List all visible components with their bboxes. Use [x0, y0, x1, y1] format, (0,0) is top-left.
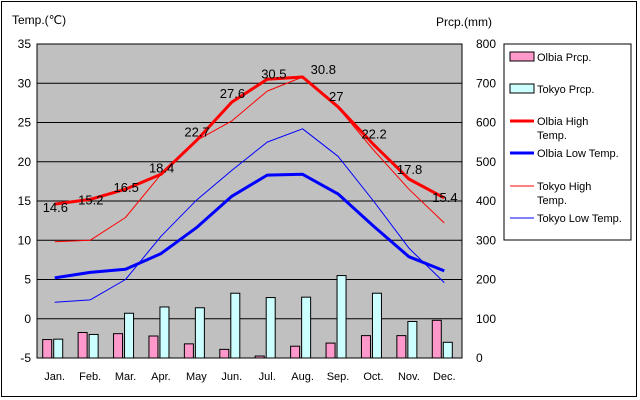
bar-olbia-prcp-apr [148, 335, 159, 359]
data-label: 15.2 [78, 192, 103, 207]
data-label: 15.4 [432, 190, 457, 205]
bar-olbia-prcp-mar [113, 333, 124, 359]
series-line-tokyo-high-temp [54, 76, 445, 243]
bar-olbia-prcp-sep [325, 342, 336, 359]
right-tick-label: 700 [476, 76, 496, 90]
x-tick-label: Jun. [221, 371, 242, 383]
data-label: 14.6 [43, 200, 68, 215]
left-tick-label: 20 [18, 155, 32, 169]
x-tick-label: Mar. [115, 371, 136, 383]
legend-swatch [509, 83, 535, 94]
x-tick-label: Sep. [327, 371, 350, 383]
x-tick-label: Oct. [363, 371, 383, 383]
bar-tokyo-prcp-feb [88, 333, 99, 359]
bar-tokyo-prcp-may [194, 307, 205, 359]
left-axis-title: Temp.(℃) [12, 13, 66, 27]
data-label: 18.4 [149, 160, 174, 175]
x-tick-label: Jan. [44, 371, 65, 383]
left-tick-label: 35 [18, 37, 32, 51]
legend-label: Olbia Prcp. [537, 52, 591, 64]
x-tick-label: Dec. [433, 371, 456, 383]
legend-label: Olbia High [537, 116, 588, 128]
left-tick-label: 30 [18, 76, 32, 90]
data-label: 27 [329, 89, 343, 104]
bar-tokyo-prcp-nov [407, 320, 418, 359]
data-label: 22.7 [184, 125, 209, 140]
legend-label: Tokyo Prcp. [537, 84, 594, 96]
bar-olbia-prcp-aug [290, 345, 301, 359]
right-tick-label: 600 [476, 116, 496, 130]
x-tick-label: May [186, 371, 207, 383]
left-tick-label: 5 [24, 273, 31, 287]
bar-olbia-prcp-nov [396, 335, 407, 359]
left-tick-label: 15 [18, 194, 32, 208]
bar-tokyo-prcp-oct [371, 292, 382, 359]
series-line-olbia-low-temp [54, 172, 445, 280]
legend-swatch [509, 51, 535, 62]
data-label: 17.8 [397, 162, 422, 177]
bar-tokyo-prcp-jun [230, 292, 241, 359]
right-tick-label: 800 [476, 37, 496, 51]
series-line-olbia-high-temp [54, 75, 446, 206]
data-label: 22.2 [361, 126, 386, 141]
bar-tokyo-prcp-jul [265, 297, 276, 359]
bar-olbia-prcp-may [183, 343, 194, 359]
legend-label: Olbia Low Temp. [537, 148, 619, 160]
left-tick-label: 10 [18, 233, 32, 247]
right-tick-label: 200 [476, 273, 496, 287]
data-label: 30.5 [261, 66, 286, 81]
bar-tokyo-prcp-jan [53, 338, 64, 359]
bar-tokyo-prcp-dec [442, 341, 453, 359]
bar-tokyo-prcp-aug [301, 296, 312, 359]
x-tick-label: Feb. [79, 371, 101, 383]
bar-olbia-prcp-jul [254, 355, 265, 359]
left-tick-label: 25 [18, 116, 32, 130]
bar-olbia-prcp-oct [360, 335, 371, 359]
bar-tokyo-prcp-apr [159, 306, 170, 359]
bar-olbia-prcp-feb [77, 331, 88, 359]
legend-label: Tokyo High [537, 181, 591, 193]
bar-olbia-prcp-jun [219, 348, 230, 359]
x-tick-label: Apr. [151, 371, 171, 383]
right-tick-label: 300 [476, 233, 496, 247]
right-tick-label: 100 [476, 312, 496, 326]
right-axis-title: Prcp.(mm) [436, 15, 492, 29]
bar-olbia-prcp-dec [431, 319, 442, 359]
right-tick-label: 0 [476, 351, 483, 365]
legend-label: Tokyo Low Temp. [537, 213, 622, 225]
right-tick-label: 400 [476, 194, 496, 208]
legend-box [503, 43, 632, 241]
data-label: 16.5 [114, 180, 139, 195]
series-line-tokyo-low-temp [54, 128, 445, 303]
right-tick-label: 500 [476, 155, 496, 169]
x-tick-label: Aug. [291, 371, 314, 383]
x-tick-label: Nov. [398, 371, 420, 383]
bar-tokyo-prcp-mar [124, 312, 135, 359]
legend-label-cont: Temp. [537, 195, 567, 207]
legend-label-cont: Temp. [537, 130, 567, 142]
data-label: 30.8 [311, 62, 336, 77]
left-tick-label: -5 [20, 351, 31, 365]
bar-olbia-prcp-jan [42, 339, 53, 359]
bar-tokyo-prcp-sep [336, 275, 347, 359]
left-tick-label: 0 [24, 312, 31, 326]
x-tick-label: Jul. [259, 371, 276, 383]
data-label: 27.6 [220, 86, 245, 101]
